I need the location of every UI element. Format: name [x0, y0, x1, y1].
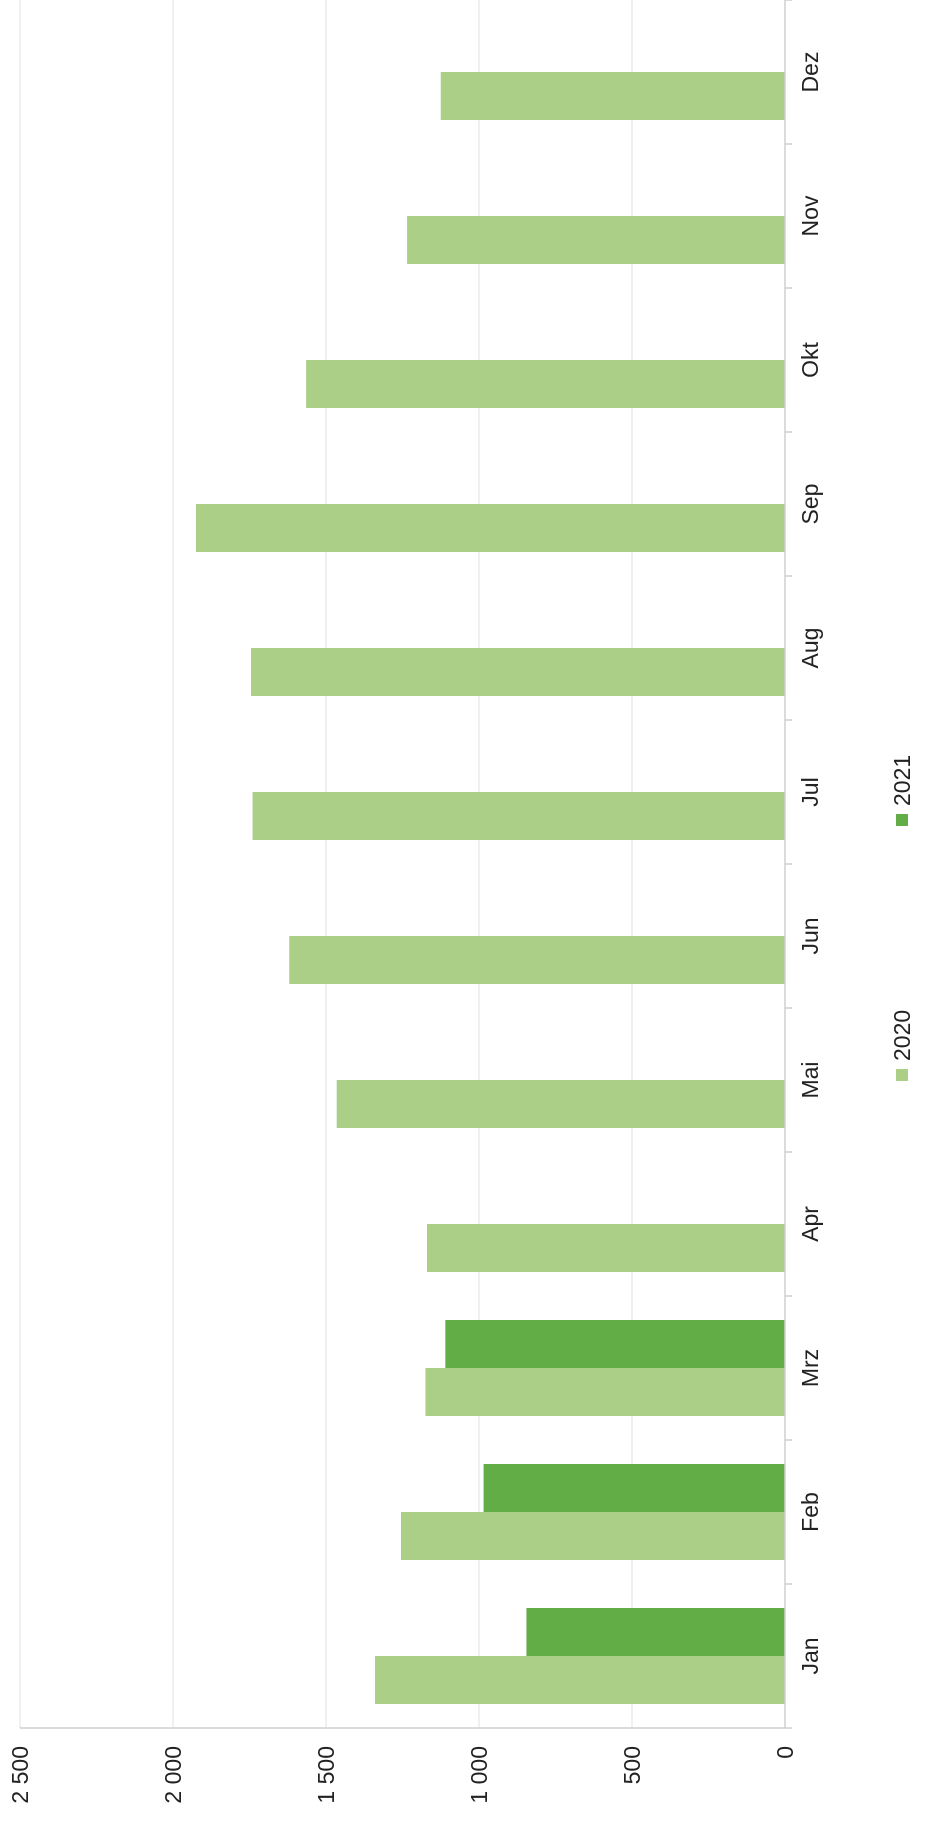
value-tick-label: 1 000 [466, 1746, 492, 1804]
bar-2020-jan [374, 1656, 785, 1704]
bars [195, 72, 785, 1704]
bar-2020-mai [336, 1080, 785, 1128]
value-tick-label: 500 [619, 1746, 645, 1784]
category-label-jun: Jun [797, 917, 823, 954]
category-label-aug: Aug [797, 628, 823, 669]
bar-2020-jun [289, 936, 785, 984]
category-label-mai: Mai [797, 1061, 823, 1098]
bar-2020-aug [251, 648, 785, 696]
category-label-dez: Dez [797, 52, 823, 93]
bar-2021-jan [526, 1608, 785, 1656]
category-label-sep: Sep [797, 484, 823, 525]
legend-label-2020: 2020 [889, 1010, 915, 1061]
value-tick-label: 0 [772, 1746, 798, 1759]
bar-2020-apr [426, 1224, 785, 1272]
category-label-jan: Jan [797, 1637, 823, 1674]
category-labels: Jan Feb Mrz Apr Mai Jun Jul Aug Sep Okt Nov Dez [797, 52, 823, 1675]
category-label-mrz: Mrz [797, 1349, 823, 1387]
bar-2020-jul [252, 792, 785, 840]
bar-2021-feb [483, 1464, 785, 1512]
legend-label-2021: 2021 [889, 755, 915, 806]
bar-2020-dez [440, 72, 785, 120]
category-label-nov: Nov [797, 195, 823, 236]
bar-2020-okt [306, 360, 785, 408]
value-tick-label: 2 500 [7, 1746, 33, 1804]
legend: 2020 2021 [889, 755, 915, 1081]
category-label-jul: Jul [797, 777, 823, 806]
legend-swatch-2021 [896, 814, 908, 826]
bar-2020-sep [195, 504, 785, 552]
category-ticks [785, 0, 792, 1729]
value-tick-label: 2 000 [160, 1746, 186, 1804]
bar-2020-nov [407, 216, 785, 264]
category-label-okt: Okt [797, 342, 823, 378]
value-tick-label: 1 500 [313, 1746, 339, 1804]
value-axis-labels: 0 500 1 000 1 500 2 000 2 500 [7, 1746, 798, 1804]
category-label-apr: Apr [797, 1206, 823, 1242]
bar-2021-mrz [445, 1320, 785, 1368]
legend-swatch-2020 [896, 1069, 908, 1081]
bar-2020-mrz [425, 1368, 785, 1416]
gridlines [19, 0, 633, 1728]
bar-2020-feb [400, 1512, 785, 1560]
category-label-feb: Feb [797, 1492, 823, 1532]
